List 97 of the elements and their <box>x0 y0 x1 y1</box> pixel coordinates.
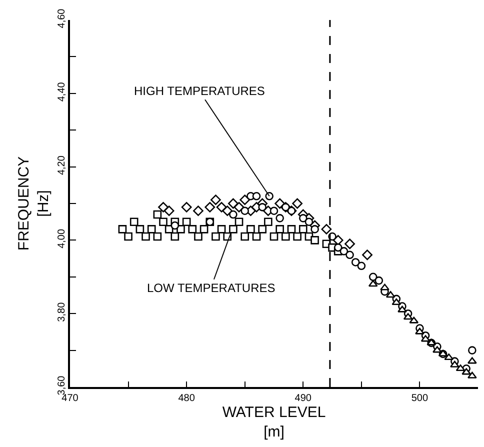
point <box>229 210 238 219</box>
point <box>130 218 138 226</box>
x-tick-label: 500 <box>411 392 428 404</box>
point <box>351 258 360 266</box>
point <box>310 236 319 244</box>
y-tick-label: 3,80 <box>56 302 68 322</box>
point <box>153 210 162 219</box>
point <box>362 250 372 260</box>
point <box>164 206 174 216</box>
y-tick-label: 4,00 <box>56 228 68 248</box>
point <box>432 346 442 353</box>
point <box>403 313 413 320</box>
point <box>368 272 378 282</box>
point <box>270 232 278 241</box>
point <box>321 224 332 234</box>
point <box>304 218 314 226</box>
point <box>293 232 302 241</box>
point <box>240 194 250 206</box>
point <box>240 232 250 241</box>
point <box>310 225 319 234</box>
point <box>228 198 238 209</box>
point <box>124 232 132 241</box>
point <box>467 372 477 378</box>
point <box>467 357 477 364</box>
point <box>181 202 192 212</box>
point <box>258 225 266 234</box>
point <box>210 194 221 206</box>
point <box>398 306 407 312</box>
point <box>118 225 127 234</box>
point <box>159 218 168 226</box>
point <box>450 360 460 368</box>
point <box>346 250 354 260</box>
point <box>142 232 150 241</box>
y-axis-title: FREQUENCY [Hz] <box>16 156 52 251</box>
point <box>264 218 272 226</box>
point <box>380 284 390 290</box>
point <box>368 280 378 287</box>
point <box>182 218 191 226</box>
point <box>252 232 261 241</box>
point <box>204 202 216 212</box>
annotation: LOW TEMPERATURES <box>147 281 276 295</box>
point <box>200 225 208 234</box>
point <box>188 225 197 234</box>
point <box>374 276 384 285</box>
point <box>170 221 180 230</box>
point <box>216 202 227 212</box>
point <box>212 232 220 241</box>
y-tick-label: 4,60 <box>56 8 68 28</box>
annotation: HIGH TEMPERATURES <box>134 84 265 98</box>
point <box>444 353 454 360</box>
point <box>282 232 290 241</box>
point <box>392 298 402 305</box>
point <box>147 225 156 234</box>
x-tick-label: 490 <box>294 392 312 404</box>
point <box>246 225 255 234</box>
point <box>193 206 204 216</box>
x-tick-label: 470 <box>62 392 79 404</box>
point <box>217 225 226 234</box>
point <box>462 368 472 375</box>
point <box>409 316 419 324</box>
point <box>334 243 342 252</box>
point <box>357 262 366 270</box>
point <box>340 247 348 256</box>
point <box>287 206 296 215</box>
point <box>298 214 308 222</box>
point <box>292 198 303 209</box>
point <box>386 291 396 298</box>
point <box>274 198 286 209</box>
point <box>258 203 266 212</box>
point <box>276 225 284 234</box>
point <box>240 206 250 215</box>
point <box>420 335 430 342</box>
point <box>252 192 261 200</box>
point <box>276 214 284 222</box>
y-tick-label: 4,40 <box>56 82 68 102</box>
point <box>344 238 355 250</box>
point <box>170 232 180 241</box>
y-tick-label: 3,60 <box>56 375 68 396</box>
point <box>287 225 296 234</box>
point <box>234 202 244 212</box>
point <box>282 203 290 212</box>
point <box>229 225 238 234</box>
point <box>456 364 466 372</box>
point <box>194 232 202 241</box>
y-tick-label: 4,20 <box>56 155 68 176</box>
point <box>415 328 424 334</box>
x-tick-label: 480 <box>178 392 196 404</box>
point <box>298 225 308 234</box>
point <box>158 202 168 212</box>
point <box>153 232 162 241</box>
point <box>222 206 233 216</box>
point <box>234 218 244 226</box>
point <box>270 206 278 215</box>
x-axis-title: WATER LEVEL [m] <box>222 404 326 440</box>
point <box>136 225 144 234</box>
point <box>265 192 274 200</box>
point <box>468 346 476 354</box>
